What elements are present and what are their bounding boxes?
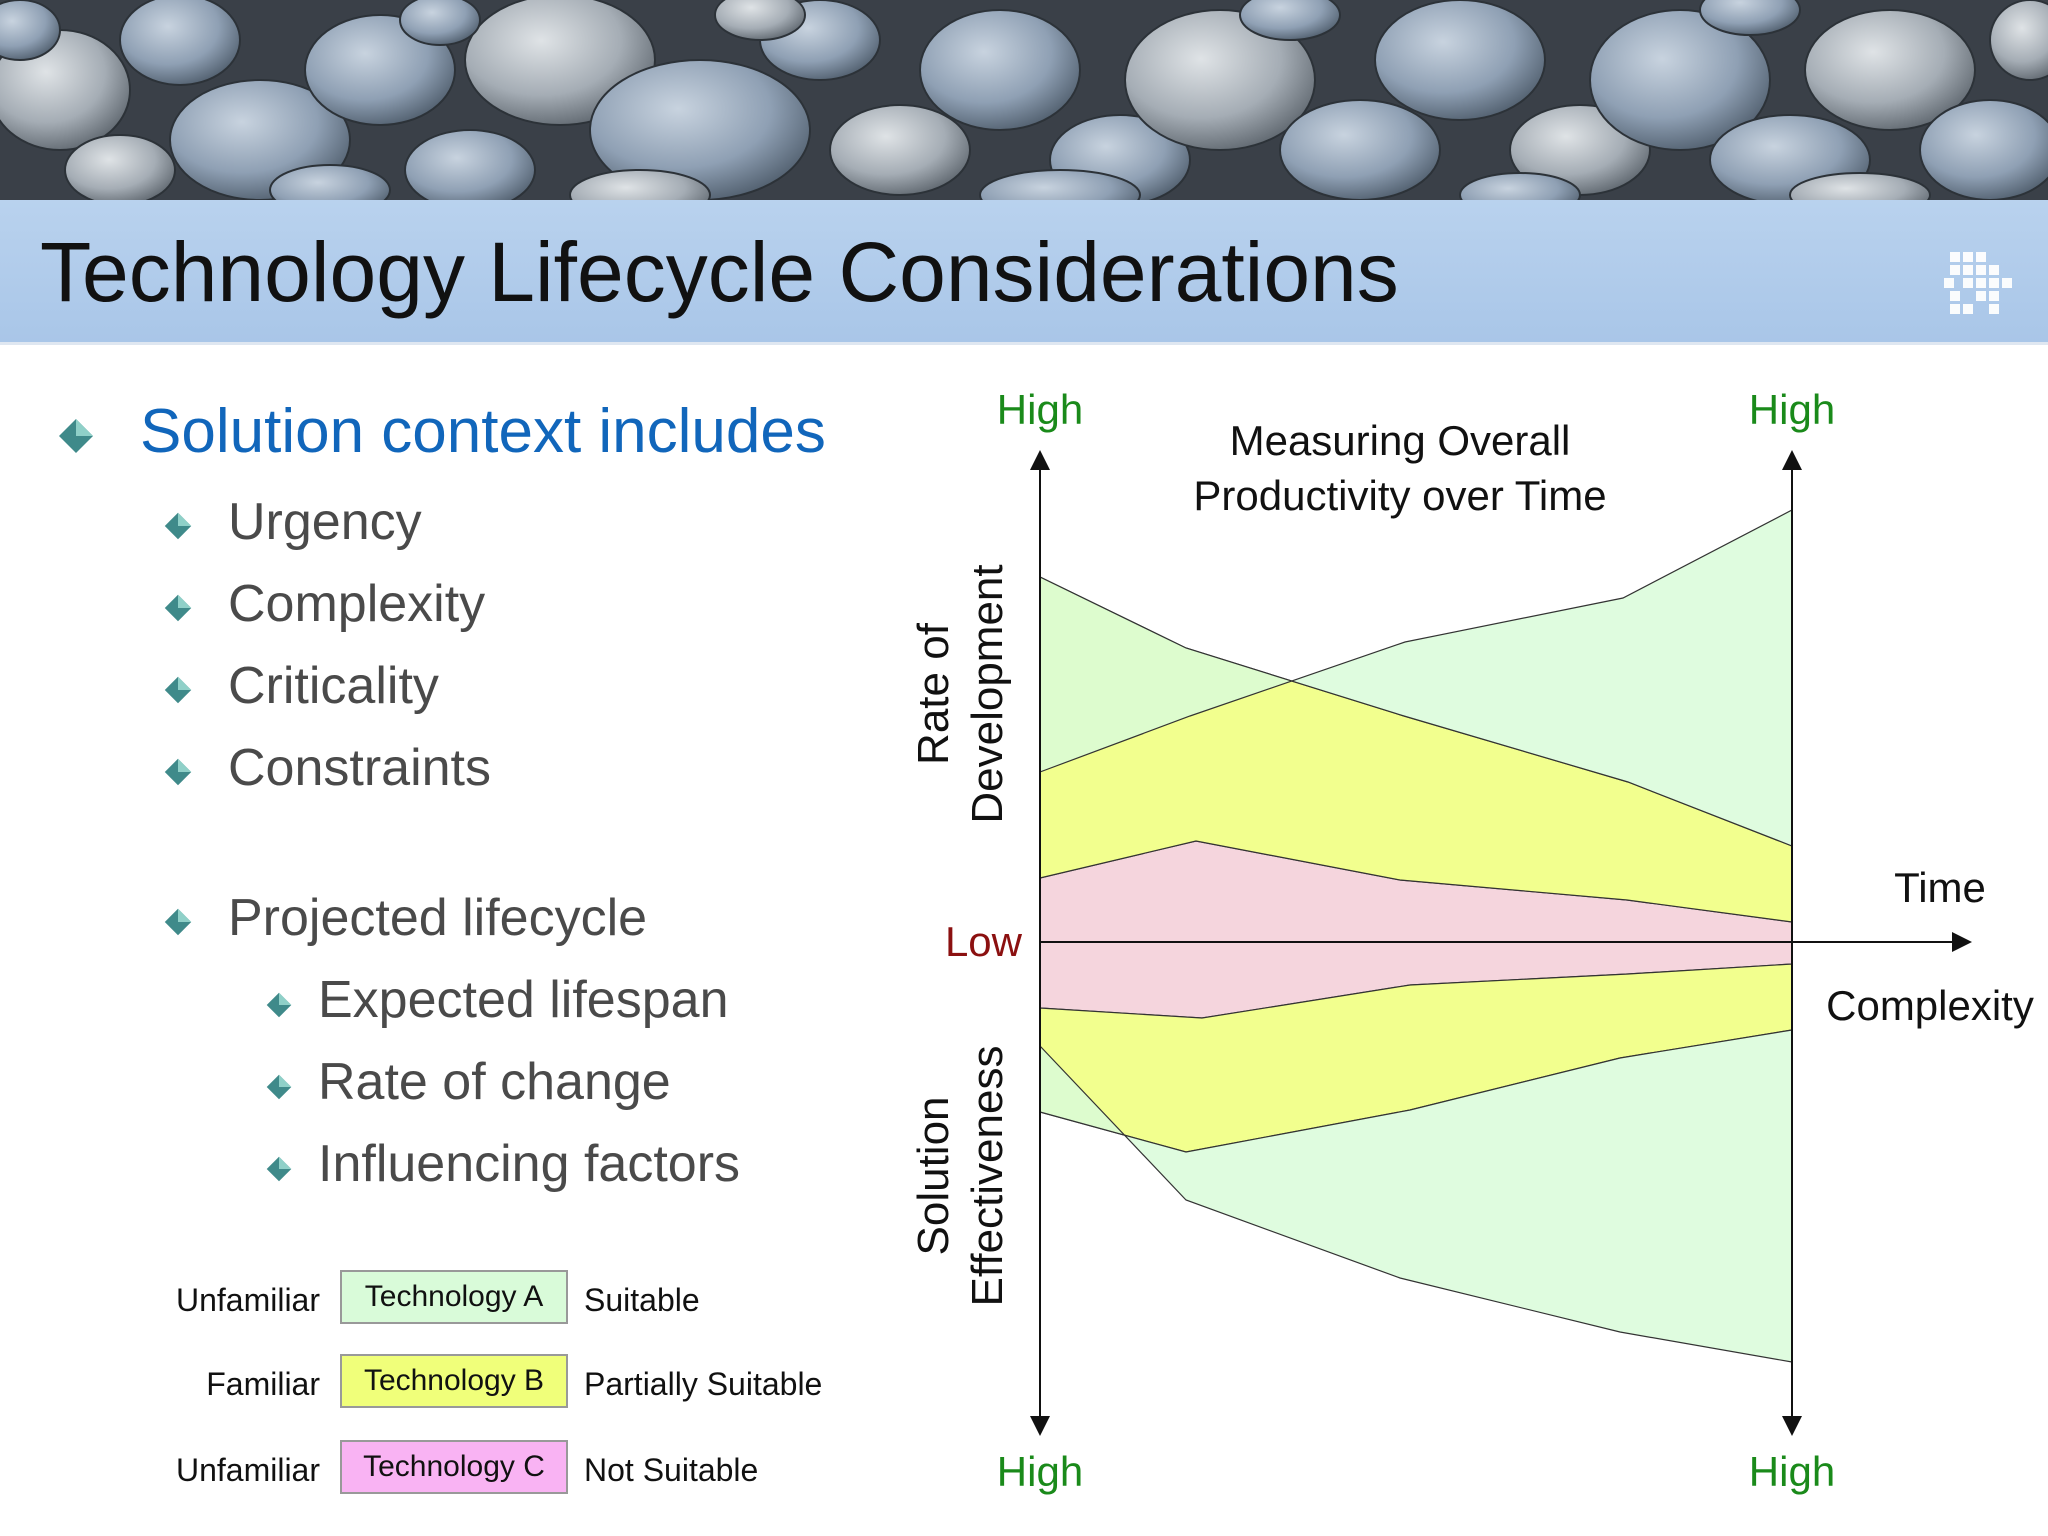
center-low-label: Low xyxy=(945,918,1023,965)
legend-box-technology-a: Technology A xyxy=(340,1270,568,1324)
left-top-high-label: High xyxy=(997,386,1083,433)
legend-box-technology-c: Technology C xyxy=(340,1440,568,1494)
bullet-urgency: Urgency xyxy=(228,493,422,551)
bullet-rate-of-change: Rate of change xyxy=(318,1053,671,1111)
legend-box-technology-b: Technology B xyxy=(340,1354,568,1408)
diagram-title-line2: Productivity over Time xyxy=(1193,472,1606,519)
x-upper-time-label: Time xyxy=(1894,864,1986,911)
diamond-bullet-icon xyxy=(164,676,192,704)
title-bar xyxy=(0,200,2048,345)
right-top-high-label: High xyxy=(1749,386,1835,433)
diamond-bullet-icon xyxy=(266,1074,292,1100)
stones-banner-image xyxy=(0,0,2048,200)
diamond-bullet-icon xyxy=(164,594,192,622)
pixel-logo-icon xyxy=(1944,246,2012,314)
diamond-bullet-icon xyxy=(59,419,93,453)
diagram-title-line1: Measuring Overall xyxy=(1230,417,1571,464)
diamond-bullet-icon xyxy=(164,908,192,936)
y-upper-label-line1: Rate of xyxy=(909,622,958,765)
y-lower-label-line2: Effectiveness xyxy=(963,1046,1012,1307)
bullet-expected-lifespan: Expected lifespan xyxy=(318,971,729,1029)
left-bottom-high-label: High xyxy=(997,1448,1083,1495)
legend-left-label: Unfamiliar xyxy=(175,1452,320,1488)
legend-left-label: Familiar xyxy=(206,1366,320,1402)
bullet-influencing-factors: Influencing factors xyxy=(318,1135,741,1193)
bullet-solution-context: Solution context includes xyxy=(140,397,826,466)
diamond-bullet-icon xyxy=(266,992,292,1018)
diamond-bullet-icon xyxy=(164,758,192,786)
legend-right-label: Partially Suitable xyxy=(584,1366,823,1402)
diamond-bullet-icon xyxy=(164,512,192,540)
bullet-projected-lifecycle: Projected lifecycle xyxy=(228,889,648,947)
y-upper-label-line2: Development xyxy=(963,564,1012,823)
bullet-constraints: Constraints xyxy=(228,739,491,797)
bullet-complexity: Complexity xyxy=(228,575,486,633)
legend-left-label: Unfamiliar xyxy=(175,1282,320,1318)
productivity-diagram: High High High High Low Measuring Overal… xyxy=(909,386,2034,1495)
legend-right-label: Not Suitable xyxy=(584,1452,759,1488)
y-lower-label-line1: Solution xyxy=(909,1096,958,1255)
legend-right-label: Suitable xyxy=(584,1282,700,1318)
x-lower-complexity-label: Complexity xyxy=(1826,982,2034,1029)
diamond-bullet-icon xyxy=(266,1156,292,1182)
right-bottom-high-label: High xyxy=(1749,1448,1835,1495)
bullet-criticality: Criticality xyxy=(228,657,439,715)
slide-title: Technology Lifecycle Considerations xyxy=(40,225,1399,319)
